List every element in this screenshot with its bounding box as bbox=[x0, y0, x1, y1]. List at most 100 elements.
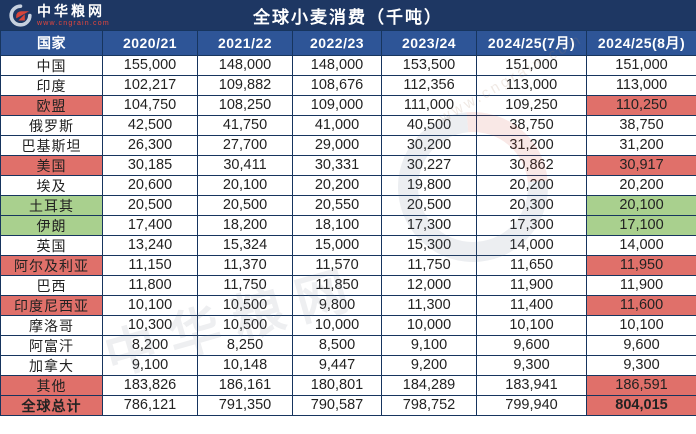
consumption-table: 国家 2020/21 2021/22 2022/23 2023/24 2024/25(7月… bbox=[0, 30, 696, 416]
table-row: 阿富汗 8,200 8,250 8,500 9,100 9,600 9,600 bbox=[0, 335, 696, 356]
value-cell: 17,300 bbox=[476, 215, 587, 236]
value-cell: 20,550 bbox=[292, 195, 382, 216]
year-column-header: 2022/23 bbox=[292, 30, 382, 56]
value-cell: 183,826 bbox=[102, 375, 198, 396]
value-cell: 30,200 bbox=[381, 135, 477, 156]
value-cell: 111,000 bbox=[381, 95, 477, 116]
value-cell: 11,950 bbox=[586, 255, 696, 276]
value-cell: 20,100 bbox=[197, 175, 293, 196]
value-cell: 9,200 bbox=[381, 355, 477, 376]
value-cell: 10,148 bbox=[197, 355, 293, 376]
value-cell: 804,015 bbox=[586, 395, 696, 416]
country-cell: 巴西 bbox=[0, 275, 103, 296]
value-cell: 11,300 bbox=[381, 295, 477, 316]
value-cell: 10,500 bbox=[197, 295, 293, 316]
table-row: 英国 13,240 15,324 15,000 15,300 14,000 14,000 bbox=[0, 235, 696, 256]
value-cell: 13,240 bbox=[102, 235, 198, 256]
value-cell: 12,000 bbox=[381, 275, 477, 296]
value-cell: 180,801 bbox=[292, 375, 382, 396]
table-row: 美国 30,185 30,411 30,331 30,227 30,862 30,917 bbox=[0, 155, 696, 176]
country-cell: 阿尔及利亚 bbox=[0, 255, 103, 276]
country-cell: 阿富汗 bbox=[0, 335, 103, 356]
value-cell: 798,752 bbox=[381, 395, 477, 416]
value-cell: 108,250 bbox=[197, 95, 293, 116]
value-cell: 10,000 bbox=[381, 315, 477, 336]
country-column-header: 国家 bbox=[0, 30, 103, 56]
value-cell: 14,000 bbox=[586, 235, 696, 256]
value-cell: 9,600 bbox=[476, 335, 587, 356]
value-cell: 110,250 bbox=[586, 95, 696, 116]
value-cell: 17,300 bbox=[381, 215, 477, 236]
table-row: 土耳其 20,500 20,500 20,550 20,500 20,300 20,100 bbox=[0, 195, 696, 216]
value-cell: 9,300 bbox=[586, 355, 696, 376]
country-cell: 摩洛哥 bbox=[0, 315, 103, 336]
value-cell: 20,500 bbox=[102, 195, 198, 216]
value-cell: 18,200 bbox=[197, 215, 293, 236]
title-bar: 中华粮网 www.cngrain.com 全球小麦消费（千吨） bbox=[0, 0, 696, 30]
table-row: 阿尔及利亚 11,150 11,370 11,570 11,750 11,650 11,95… bbox=[0, 255, 696, 276]
value-cell: 38,750 bbox=[476, 115, 587, 136]
country-cell: 印度尼西亚 bbox=[0, 295, 103, 316]
value-cell: 20,200 bbox=[476, 175, 587, 196]
value-cell: 38,750 bbox=[586, 115, 696, 136]
value-cell: 11,150 bbox=[102, 255, 198, 276]
country-cell: 美国 bbox=[0, 155, 103, 176]
country-cell: 巴基斯坦 bbox=[0, 135, 103, 156]
value-cell: 17,400 bbox=[102, 215, 198, 236]
value-cell: 8,200 bbox=[102, 335, 198, 356]
country-cell: 印度 bbox=[0, 75, 103, 96]
value-cell: 20,200 bbox=[586, 175, 696, 196]
value-cell: 40,500 bbox=[381, 115, 477, 136]
value-cell: 9,100 bbox=[102, 355, 198, 376]
value-cell: 11,570 bbox=[292, 255, 382, 276]
value-cell: 8,500 bbox=[292, 335, 382, 356]
value-cell: 30,185 bbox=[102, 155, 198, 176]
brand-name: 中华粮网 bbox=[37, 2, 105, 19]
value-cell: 11,800 bbox=[102, 275, 198, 296]
country-cell: 伊朗 bbox=[0, 215, 103, 236]
value-cell: 112,356 bbox=[381, 75, 477, 96]
country-cell: 俄罗斯 bbox=[0, 115, 103, 136]
value-cell: 19,800 bbox=[381, 175, 477, 196]
table-row: 印度 102,217 109,882 108,676 112,356 113,000 113… bbox=[0, 75, 696, 96]
table-row: 中国 155,000 148,000 148,000 153,500 151,000 151… bbox=[0, 55, 696, 76]
value-cell: 10,100 bbox=[476, 315, 587, 336]
value-cell: 9,600 bbox=[586, 335, 696, 356]
value-cell: 30,862 bbox=[476, 155, 587, 176]
value-cell: 11,400 bbox=[476, 295, 587, 316]
value-cell: 102,217 bbox=[102, 75, 198, 96]
value-cell: 41,000 bbox=[292, 115, 382, 136]
table-row: 埃及 20,600 20,100 20,200 19,800 20,200 20,200 bbox=[0, 175, 696, 196]
value-cell: 30,917 bbox=[586, 155, 696, 176]
table-row: 全球总计 786,121 791,350 790,587 798,752 799,940 8… bbox=[0, 395, 696, 416]
value-cell: 148,000 bbox=[292, 55, 382, 76]
value-cell: 186,591 bbox=[586, 375, 696, 396]
value-cell: 11,900 bbox=[586, 275, 696, 296]
value-cell: 184,289 bbox=[381, 375, 477, 396]
table-row: 欧盟 104,750 108,250 109,000 111,000 109,250 110… bbox=[0, 95, 696, 116]
value-cell: 30,411 bbox=[197, 155, 293, 176]
value-cell: 20,100 bbox=[586, 195, 696, 216]
country-cell: 土耳其 bbox=[0, 195, 103, 216]
value-cell: 10,100 bbox=[586, 315, 696, 336]
value-cell: 11,850 bbox=[292, 275, 382, 296]
value-cell: 41,750 bbox=[197, 115, 293, 136]
value-cell: 14,000 bbox=[476, 235, 587, 256]
value-cell: 9,447 bbox=[292, 355, 382, 376]
value-cell: 9,300 bbox=[476, 355, 587, 376]
country-cell: 埃及 bbox=[0, 175, 103, 196]
table-row: 伊朗 17,400 18,200 18,100 17,300 17,300 17,100 bbox=[0, 215, 696, 236]
value-cell: 113,000 bbox=[476, 75, 587, 96]
country-cell: 加拿大 bbox=[0, 355, 103, 376]
table-body: 中国 155,000 148,000 148,000 153,500 151,000 151… bbox=[0, 55, 696, 416]
year-column-header: 2024/25(7月) bbox=[476, 30, 587, 56]
table-row: 印度尼西亚 10,100 10,500 9,800 11,300 11,400 11,600 bbox=[0, 295, 696, 316]
value-cell: 15,300 bbox=[381, 235, 477, 256]
value-cell: 155,000 bbox=[102, 55, 198, 76]
value-cell: 31,200 bbox=[586, 135, 696, 156]
country-cell: 其他 bbox=[0, 375, 103, 396]
year-column-header: 2021/22 bbox=[197, 30, 293, 56]
value-cell: 151,000 bbox=[476, 55, 587, 76]
value-cell: 15,000 bbox=[292, 235, 382, 256]
